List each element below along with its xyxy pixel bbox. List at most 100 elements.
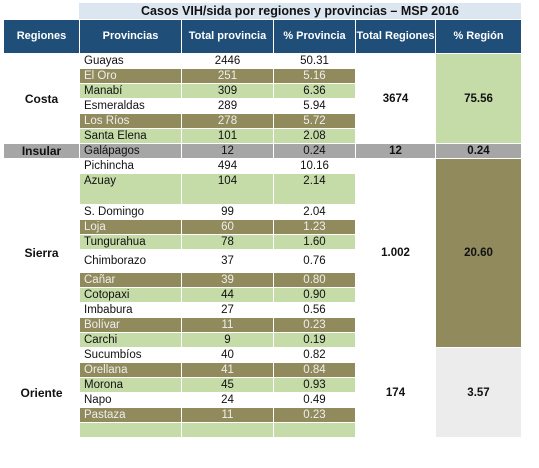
province-cell: Morona bbox=[79, 377, 182, 393]
table-row: Pastaza 11 0.23 bbox=[4, 407, 522, 423]
pct-cell: 0.56 bbox=[273, 302, 356, 318]
region-oriente: Oriente bbox=[3, 347, 80, 438]
region-total-sierra: 1.002 bbox=[355, 158, 436, 348]
total-cell: 78 bbox=[181, 234, 274, 250]
header-pct-region: % Región bbox=[435, 19, 522, 54]
pct-cell-cutoff bbox=[273, 422, 356, 438]
pct-cell: 2.04 bbox=[273, 204, 356, 220]
province-cell: Guayas bbox=[79, 53, 182, 69]
table-row: Cotopaxi 44 0.90 bbox=[4, 287, 522, 303]
total-cell-cutoff bbox=[181, 422, 274, 438]
total-cell: 39 bbox=[181, 272, 274, 288]
table-row: Carchi 9 0.19 bbox=[4, 332, 522, 348]
province-cell: Esmeraldas bbox=[79, 98, 182, 114]
region-total-oriente: 174 bbox=[355, 347, 436, 438]
table-row: El Oro 251 5.16 bbox=[4, 68, 522, 84]
table-row: Azuay 104 2.14 bbox=[4, 173, 522, 205]
total-cell: 251 bbox=[181, 68, 274, 84]
region-pct-oriente: 3.57 bbox=[435, 347, 522, 438]
header-pct-provincia: % Provincia bbox=[273, 19, 356, 54]
province-cell: Tungurahua bbox=[79, 234, 182, 250]
total-cell: 494 bbox=[181, 158, 274, 174]
pct-cell: 1.23 bbox=[273, 219, 356, 235]
table-row: S. Domingo 99 2.04 bbox=[4, 204, 522, 220]
pct-cell: 2.14 bbox=[273, 173, 356, 205]
province-cell: Chimborazo bbox=[79, 249, 182, 273]
pct-cell: 0.24 bbox=[273, 143, 356, 159]
pct-cell: 50.31 bbox=[273, 53, 356, 69]
pct-cell: 0.93 bbox=[273, 377, 356, 393]
hiv-cases-table: Regiones Provincias Total provincia % Pr… bbox=[3, 19, 522, 438]
header-regiones: Regiones bbox=[3, 19, 80, 54]
table-row: Sierra Pichincha 494 10.16 1.002 20.60 bbox=[3, 158, 522, 348]
total-cell: 45 bbox=[181, 377, 274, 393]
province-cell: Galápagos bbox=[79, 143, 182, 159]
pct-cell: 0.84 bbox=[273, 362, 356, 378]
pct-cell: 10.16 bbox=[273, 158, 356, 174]
total-cell: 309 bbox=[181, 83, 274, 99]
table-row: Cañar 39 0.80 bbox=[4, 272, 522, 288]
province-cell: Sucumbíos bbox=[79, 347, 182, 363]
table-row: Manabí 309 6.36 bbox=[4, 83, 522, 99]
region-insular: Insular bbox=[3, 143, 80, 159]
pct-cell: 0.23 bbox=[273, 407, 356, 423]
total-cell: 41 bbox=[181, 362, 274, 378]
region-total-insular: 12 bbox=[355, 143, 436, 159]
table-row: Oriente Sucumbíos 40 0.82 174 3.57 bbox=[3, 347, 522, 438]
region-pct-insular: 0.24 bbox=[435, 143, 522, 159]
pct-cell: 0.82 bbox=[273, 347, 356, 363]
total-cell: 9 bbox=[181, 332, 274, 348]
pct-cell: 1.60 bbox=[273, 234, 356, 250]
region-costa: Costa bbox=[3, 53, 80, 144]
table-row: Los Ríos 278 5.72 bbox=[4, 113, 522, 129]
pct-cell: 0.19 bbox=[273, 332, 356, 348]
total-cell: 99 bbox=[181, 204, 274, 220]
table-row: Santa Elena 101 2.08 bbox=[4, 128, 522, 144]
total-cell: 101 bbox=[181, 128, 274, 144]
province-cell-cutoff bbox=[79, 422, 182, 438]
table-row: Chimborazo 37 0.76 bbox=[4, 249, 522, 273]
total-cell: 44 bbox=[181, 287, 274, 303]
region-pct-costa: 75.56 bbox=[435, 53, 522, 144]
total-cell: 12 bbox=[181, 143, 274, 159]
table-row: Napo 24 0.49 bbox=[4, 392, 522, 408]
province-cell: Cañar bbox=[79, 272, 182, 288]
table-row: Orellana 41 0.84 bbox=[4, 362, 522, 378]
table-row: Imbabura 27 0.56 bbox=[4, 302, 522, 318]
province-cell: Santa Elena bbox=[79, 128, 182, 144]
province-cell: El Oro bbox=[79, 68, 182, 84]
province-cell: Carchi bbox=[79, 332, 182, 348]
province-cell: Loja bbox=[79, 219, 182, 235]
region-total-costa: 3674 bbox=[355, 53, 436, 144]
total-cell: 37 bbox=[181, 249, 274, 273]
header-total-provincia: Total provincia bbox=[181, 19, 274, 54]
province-cell: Imbabura bbox=[79, 302, 182, 318]
table-row: Tungurahua 78 1.60 bbox=[4, 234, 522, 250]
province-cell: Cotopaxi bbox=[79, 287, 182, 303]
province-cell: Pichincha bbox=[79, 158, 182, 174]
pct-cell: 5.94 bbox=[273, 98, 356, 114]
pct-cell: 0.49 bbox=[273, 392, 356, 408]
table-row: Insular Galápagos 12 0.24 12 0.24 bbox=[3, 143, 522, 159]
province-cell: Pastaza bbox=[79, 407, 182, 423]
pct-cell: 0.76 bbox=[273, 249, 356, 273]
table-row-partial bbox=[4, 422, 522, 438]
pct-cell: 5.16 bbox=[273, 68, 356, 84]
total-cell: 40 bbox=[181, 347, 274, 363]
region-sierra: Sierra bbox=[3, 158, 80, 348]
pct-cell: 0.90 bbox=[273, 287, 356, 303]
region-pct-sierra: 20.60 bbox=[435, 158, 522, 348]
pct-cell: 5.72 bbox=[273, 113, 356, 129]
province-cell: Azuay bbox=[79, 173, 182, 205]
total-cell: 11 bbox=[181, 317, 274, 333]
province-cell: S. Domingo bbox=[79, 204, 182, 220]
total-cell: 278 bbox=[181, 113, 274, 129]
table-title: Casos VIH/sida por regiones y provincias… bbox=[79, 3, 521, 19]
total-cell: 2446 bbox=[181, 53, 274, 69]
total-cell: 60 bbox=[181, 219, 274, 235]
total-cell: 27 bbox=[181, 302, 274, 318]
header-row: Regiones Provincias Total provincia % Pr… bbox=[3, 19, 522, 54]
province-cell: Napo bbox=[79, 392, 182, 408]
pct-cell: 6.36 bbox=[273, 83, 356, 99]
